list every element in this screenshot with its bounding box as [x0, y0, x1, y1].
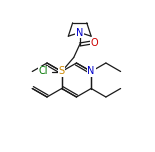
Text: O: O: [91, 38, 99, 47]
Text: Cl: Cl: [38, 67, 48, 76]
Text: S: S: [59, 67, 65, 76]
Text: N: N: [76, 28, 83, 38]
Text: N: N: [87, 67, 95, 76]
